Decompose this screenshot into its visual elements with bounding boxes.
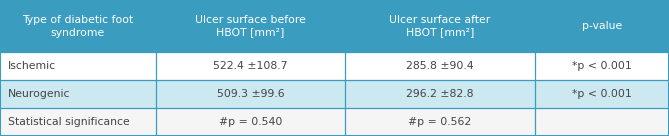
Text: Neurogenic: Neurogenic: [8, 89, 70, 99]
Text: #p = 0.562: #p = 0.562: [408, 117, 472, 127]
Text: Ulcer surface after
HBOT [mm²]: Ulcer surface after HBOT [mm²]: [389, 15, 490, 38]
Text: *p < 0.001: *p < 0.001: [572, 89, 632, 99]
Text: Statistical significance: Statistical significance: [8, 117, 130, 127]
Text: Ischemic: Ischemic: [8, 61, 56, 71]
FancyBboxPatch shape: [0, 108, 669, 136]
FancyBboxPatch shape: [0, 52, 669, 80]
Text: *p < 0.001: *p < 0.001: [572, 61, 632, 71]
Text: 509.3 ±99.6: 509.3 ±99.6: [217, 89, 284, 99]
Text: 522.4 ±108.7: 522.4 ±108.7: [213, 61, 288, 71]
Text: p-value: p-value: [581, 21, 622, 31]
Text: Type of diabetic foot
syndrome: Type of diabetic foot syndrome: [22, 15, 134, 38]
Text: Ulcer surface before
HBOT [mm²]: Ulcer surface before HBOT [mm²]: [195, 15, 306, 38]
Text: 296.2 ±82.8: 296.2 ±82.8: [406, 89, 474, 99]
Text: 285.8 ±90.4: 285.8 ±90.4: [406, 61, 474, 71]
FancyBboxPatch shape: [0, 0, 669, 52]
FancyBboxPatch shape: [0, 80, 669, 108]
Text: #p = 0.540: #p = 0.540: [219, 117, 282, 127]
